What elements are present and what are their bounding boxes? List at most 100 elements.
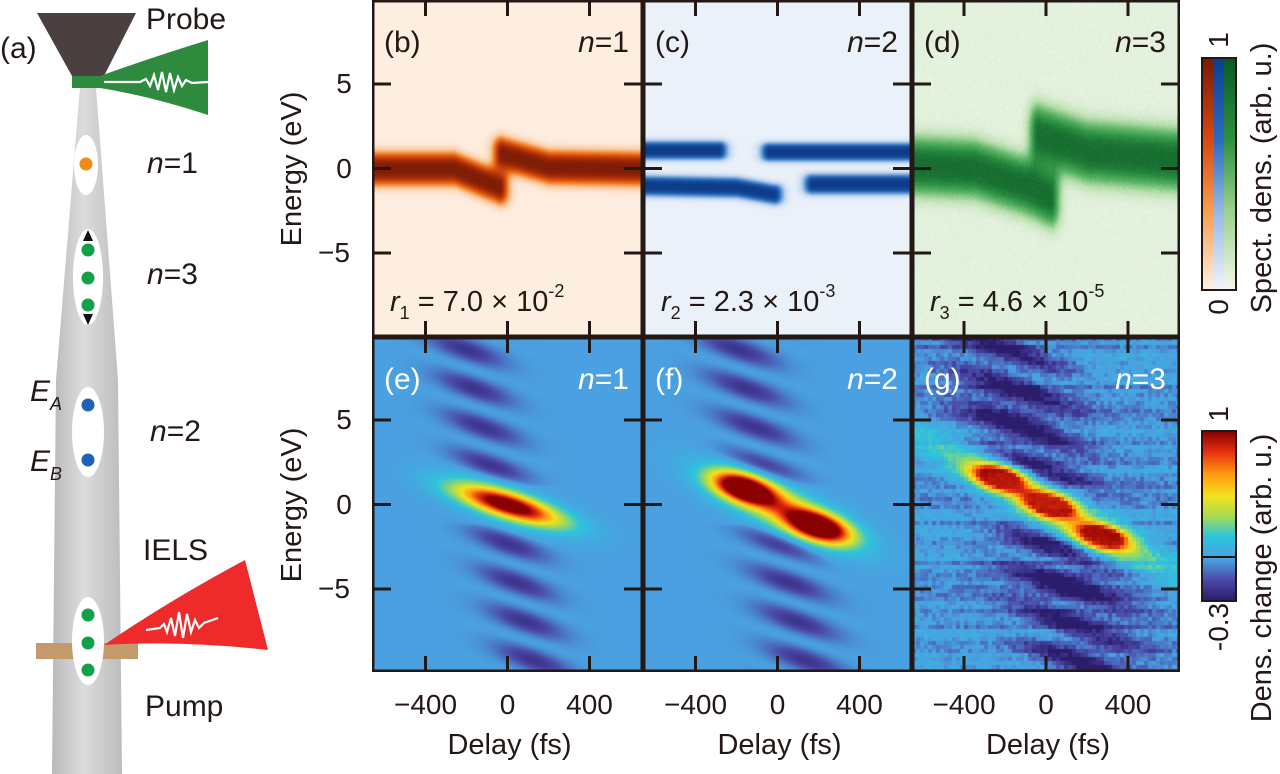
harmonic-order-label: n=1 (578, 28, 629, 58)
n-symbol: n (1115, 363, 1132, 396)
panel-label: (b) (384, 26, 421, 59)
panel-label: (f) (655, 363, 684, 396)
n-symbol: n (1115, 26, 1132, 59)
n-value: =1 (594, 26, 629, 59)
panel-label: (d) (924, 26, 961, 59)
n3-dot (81, 271, 95, 285)
harmonic-order-label: n=3 (1115, 365, 1166, 395)
heatmap-panel-b: (b) n=1 r1 = 7.0 × 10-2 (372, 0, 643, 337)
probe-wave-icon (104, 71, 209, 95)
ratio-subscript: 3 (939, 303, 950, 323)
pump-dot (81, 636, 95, 650)
heatmap-panel-d: (d) n=3 r3 = 4.6 × 10-5 (912, 0, 1180, 337)
panel-label: (e) (384, 363, 421, 396)
x-axis-title: Delay (fs) (985, 729, 1111, 761)
panel-label: (g) (924, 363, 961, 396)
x-tick-label: 0 (499, 689, 516, 720)
ratio-symbol: r (930, 286, 940, 318)
x-tick-label: 0 (769, 689, 786, 720)
n2-dot-eb (81, 453, 95, 467)
state-label-n1: n=1 (147, 147, 198, 180)
x-axis-title: Delay (fs) (717, 729, 842, 761)
probe-label: Probe (146, 3, 226, 36)
colorbar-bottom-label: Dens. change (arb. u.) (1246, 433, 1278, 723)
colorbar-spectral-density (1201, 57, 1237, 291)
schematic-panel-a: (a) Probe n=1 n=3 n=2 EA EB IELS Pump (0, 3, 268, 774)
ratio-value: = 4.6 × 10 (949, 286, 1089, 318)
x-tick-label: −400 (393, 689, 458, 720)
axes-frame (372, 337, 643, 672)
heatmap-image (372, 337, 643, 672)
harmonic-order-label: n=2 (847, 365, 898, 395)
pump-wave-icon (145, 611, 219, 639)
harmonic-order-label: n=1 (578, 365, 629, 395)
colorbar-stripe-green (1224, 59, 1236, 289)
ratio-value: = 7.0 × 10 (409, 286, 549, 318)
n3-dot (81, 243, 95, 257)
ratio-exponent: -5 (1088, 281, 1105, 301)
arrow-down-icon (83, 314, 93, 325)
ratio-value: = 2.3 × 10 (680, 286, 820, 318)
pump-pulse-horn (104, 560, 268, 650)
axes-frame (643, 337, 912, 672)
x-tick-label: 400 (836, 689, 883, 720)
colorbar-density-change (1201, 430, 1237, 602)
n-value: =2 (863, 26, 898, 59)
pump-dot (81, 608, 95, 622)
state-label-n2: n=2 (150, 415, 201, 448)
n-value: =2 (863, 363, 898, 396)
colorbar-zero-line (1203, 556, 1235, 558)
y-tick-label: −5 (318, 237, 350, 268)
x-tick-label: −400 (663, 689, 728, 720)
n1-dot (79, 157, 93, 171)
x-axis-title: Delay (fs) (447, 729, 572, 761)
y-tick-label: 5 (336, 404, 352, 435)
n-symbol: n (578, 363, 595, 396)
y-tick-label: 0 (336, 152, 352, 184)
colorbar-top-max: 1 (1203, 32, 1234, 48)
iels-label: IELS (143, 534, 208, 567)
ratio-annotation: r3 = 4.6 × 10-5 (930, 276, 1104, 328)
x-tick-label: −400 (932, 689, 996, 720)
pump-dot (81, 663, 95, 677)
y-tick-label: 0 (336, 488, 352, 520)
x-tick-label: 0 (1038, 689, 1054, 720)
n-symbol: n (847, 363, 864, 396)
ratio-exponent: -2 (548, 281, 565, 301)
harmonic-order-label: n=3 (1115, 28, 1166, 58)
heatmap-panel-c: (c) n=2 r2 = 2.3 × 10-3 (643, 0, 912, 337)
axes-frame (372, 0, 643, 337)
y-tick-label: −5 (318, 573, 350, 604)
colorbar-stripe-orange (1203, 59, 1214, 289)
y-axis-title: Energy (eV) (276, 427, 308, 582)
arrow-up-icon (83, 230, 93, 241)
harmonic-order-label: n=2 (847, 28, 898, 58)
ratio-symbol: r (661, 286, 671, 318)
axes-frame (643, 0, 912, 337)
n-value: =1 (594, 363, 629, 396)
axes-frame (912, 337, 1180, 672)
tip-icon (37, 13, 136, 76)
heatmap-image (912, 0, 1180, 337)
heatmap-panel-g: (g) n=3 (912, 337, 1180, 672)
n-symbol: n (847, 26, 864, 59)
heatmap-image (372, 0, 643, 337)
state-label-n3: n=3 (147, 258, 198, 291)
panel-label: (c) (655, 26, 690, 59)
energy-label-ea: EA (30, 375, 62, 414)
colorbar-top-min: 0 (1203, 299, 1234, 315)
n-symbol: n (578, 26, 595, 59)
ratio-annotation: r1 = 7.0 × 10-2 (390, 276, 564, 328)
probe-interaction-region (72, 76, 102, 88)
x-tick-label: 400 (566, 689, 613, 720)
heatmap-image (643, 0, 912, 337)
heatmap-panel-f: (f) n=2 (643, 337, 912, 672)
bunch-n2 (72, 387, 104, 477)
ratio-exponent: -3 (819, 281, 836, 301)
y-tick-label: 5 (336, 68, 352, 99)
n-value: =3 (1131, 26, 1166, 59)
panel-label-a: (a) (0, 32, 37, 65)
n2-dot-ea (81, 398, 95, 412)
ratio-subscript: 1 (399, 303, 410, 323)
ratio-symbol: r (390, 286, 400, 318)
